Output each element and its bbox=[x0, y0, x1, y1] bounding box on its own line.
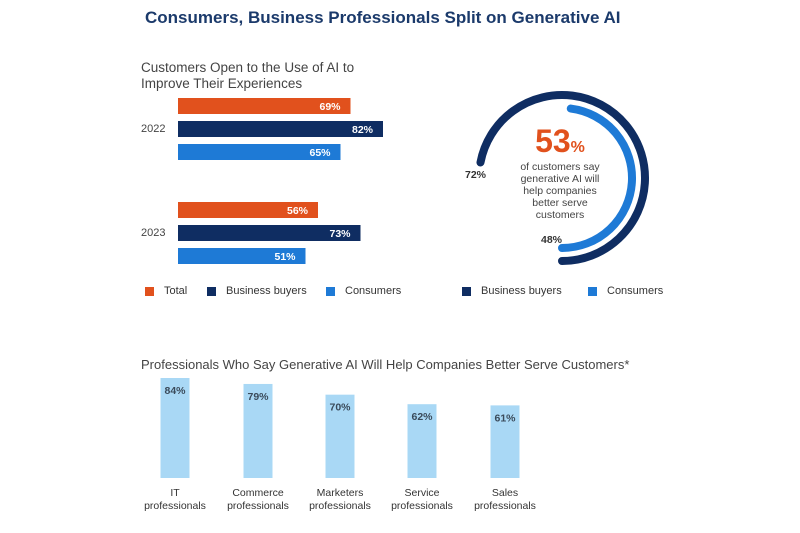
ring-headline-unit: % bbox=[571, 139, 585, 156]
ring-legend-label-business: Business buyers bbox=[481, 285, 562, 297]
ring-caption-line: customers bbox=[536, 209, 584, 221]
column-data-label: 70% bbox=[329, 402, 351, 414]
column-bar bbox=[243, 383, 273, 478]
column-data-label: 62% bbox=[411, 411, 433, 423]
column-data-label: 61% bbox=[494, 412, 516, 424]
legend-label-total: Total bbox=[164, 285, 188, 297]
ring-legend-swatch-business bbox=[462, 286, 471, 296]
legend-swatch-consumers bbox=[326, 286, 335, 296]
bar-data-label: 65% bbox=[309, 147, 331, 159]
legend-label-business: Business buyers bbox=[226, 285, 307, 297]
ring-headline-value: 53 bbox=[535, 123, 571, 159]
ring-legend-business-buyers: Business buyers bbox=[462, 285, 562, 297]
column-bar bbox=[160, 378, 190, 478]
column-category-label: Marketers bbox=[317, 487, 364, 499]
column-category-label: IT bbox=[170, 487, 180, 499]
bar-data-label: 73% bbox=[329, 228, 351, 240]
ring-label-consumers: 48% bbox=[541, 234, 563, 246]
page-title: Consumers, Business Professionals Split … bbox=[145, 8, 621, 27]
column-category-label: professionals bbox=[474, 500, 536, 512]
bar bbox=[178, 121, 383, 137]
ring-legend-consumers: Consumers bbox=[588, 285, 663, 297]
ring-legend-label-consumers: Consumers bbox=[607, 285, 664, 297]
bar-data-label: 56% bbox=[287, 205, 309, 217]
bar-data-label: 69% bbox=[319, 101, 341, 113]
column-bar bbox=[325, 394, 355, 478]
column-data-label: 79% bbox=[247, 391, 269, 403]
bar bbox=[178, 98, 351, 114]
bar-category-label: 2022 bbox=[141, 123, 165, 135]
ring-arc-consumers bbox=[558, 104, 637, 252]
column-category-label: Sales bbox=[492, 487, 518, 499]
ring-legend-swatch-consumers bbox=[588, 286, 597, 296]
column-bar bbox=[490, 405, 520, 478]
column-category-label: professionals bbox=[309, 500, 371, 512]
bar-data-label: 82% bbox=[352, 124, 374, 136]
legend-total: Total bbox=[145, 285, 187, 297]
ring-label-business: 72% bbox=[465, 169, 487, 181]
bar bbox=[178, 202, 318, 218]
column-bar bbox=[407, 404, 437, 478]
ring-caption-line: generative AI will bbox=[521, 173, 600, 185]
column-category-label: Commerce bbox=[232, 487, 284, 499]
ring-headline: 53% bbox=[535, 123, 585, 159]
bar-chart-title: Customers Open to the Use of AI to Impro… bbox=[141, 60, 355, 91]
legend-swatch-business bbox=[207, 286, 216, 296]
ring-caption-line: of customers say bbox=[520, 161, 600, 173]
ring-caption-line: better serve bbox=[532, 197, 588, 209]
ring-caption-line: help companies bbox=[523, 185, 597, 197]
ring-arc-business-buyers bbox=[476, 91, 649, 265]
bar bbox=[178, 144, 341, 160]
column-chart-title: Professionals Who Say Generative AI Will… bbox=[141, 357, 630, 372]
column-category-label: professionals bbox=[144, 500, 206, 512]
column-data-label: 84% bbox=[164, 385, 186, 397]
bar bbox=[178, 225, 361, 241]
legend-consumers: Consumers bbox=[326, 285, 401, 297]
legend-swatch-total bbox=[145, 286, 154, 296]
column-category-label: professionals bbox=[391, 500, 453, 512]
bar-data-label: 51% bbox=[274, 251, 296, 263]
bar bbox=[178, 248, 306, 264]
column-category-label: professionals bbox=[227, 500, 289, 512]
legend-label-consumers: Consumers bbox=[345, 285, 402, 297]
column-category-label: Service bbox=[404, 487, 439, 499]
legend-business-buyers: Business buyers bbox=[207, 285, 307, 297]
bar-category-label: 2023 bbox=[141, 227, 165, 239]
